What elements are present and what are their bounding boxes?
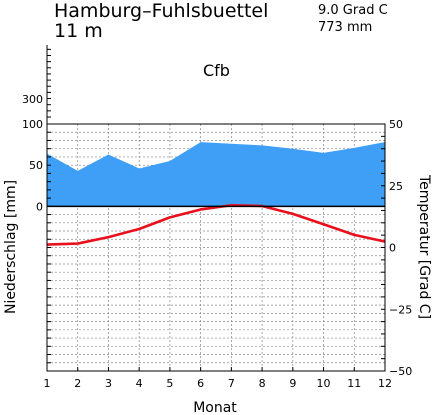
x-tick-label: 7 — [228, 377, 235, 390]
left-tick-label: 100 — [22, 118, 43, 131]
x-tick-label: 9 — [289, 377, 296, 390]
left-tick-label: 0 — [36, 200, 43, 213]
left-tick-label: 300 — [22, 93, 43, 106]
annual-temperature: 9.0 Grad C — [318, 3, 388, 18]
x-axis-label: Monat — [193, 400, 237, 415]
grid-lines — [47, 124, 385, 371]
x-tick-label: 1 — [44, 377, 51, 390]
station-name: Hamburg–Fuhlsbuettel — [54, 0, 269, 22]
right-tick-label: 0 — [389, 242, 396, 255]
annual-precipitation: 773 mm — [318, 20, 373, 35]
precipitation-area — [47, 142, 385, 207]
right-tick-label: −25 — [389, 303, 412, 316]
tick-marks — [46, 48, 386, 372]
left-axis-label: Niederschlag [mm] — [3, 180, 19, 314]
right-tick-label: −50 — [389, 365, 412, 378]
left-tick-label: 50 — [29, 159, 43, 172]
x-tick-label: 2 — [74, 377, 81, 390]
x-tick-label: 5 — [166, 377, 173, 390]
x-tick-label: 4 — [136, 377, 143, 390]
right-tick-label: 25 — [389, 180, 403, 193]
temperature-series — [46, 203, 386, 246]
x-tick-label: 3 — [105, 377, 112, 390]
x-tick-label: 12 — [378, 377, 392, 390]
climate-classification: Cfb — [203, 61, 230, 80]
x-tick-label: 10 — [317, 377, 331, 390]
x-tick-label: 8 — [259, 377, 266, 390]
temperature-line — [46, 203, 386, 246]
precipitation-series — [46, 142, 386, 207]
x-tick-label: 6 — [197, 377, 204, 390]
right-tick-label: 50 — [389, 118, 403, 131]
station-elevation: 11 m — [54, 20, 103, 42]
x-tick-label: 11 — [347, 377, 361, 390]
right-axis-label: Temperatur [Grad C] — [416, 174, 432, 319]
